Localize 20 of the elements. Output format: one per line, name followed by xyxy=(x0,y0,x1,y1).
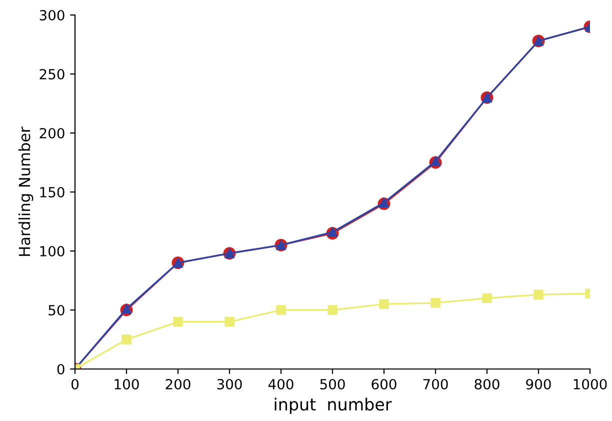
y-tick-label: 150 xyxy=(40,186,64,198)
y-tick-label: 300 xyxy=(40,10,64,20)
x-axis-title: input number xyxy=(274,398,392,414)
y-tick-label: 250 xyxy=(40,68,64,80)
x-tick-label: 900 xyxy=(526,378,551,390)
x-tick-label: 1000 xyxy=(574,378,607,390)
x-tick-label: 400 xyxy=(268,378,294,390)
x-tick-label: 200 xyxy=(166,378,190,390)
y-tick-label: 50 xyxy=(48,304,64,316)
x-tick-label: 500 xyxy=(320,378,345,390)
x-tick-label: 600 xyxy=(372,378,396,390)
x-tick-label: 0 xyxy=(71,378,78,390)
y-tick-label: 0 xyxy=(57,364,64,374)
y-tick-label: 200 xyxy=(40,128,64,138)
x-tick-label: 800 xyxy=(474,378,500,390)
x-tick-label: 300 xyxy=(217,378,242,390)
y-tick-label: 100 xyxy=(40,246,64,256)
x-tick-label: 700 xyxy=(423,378,448,390)
y-axis-title: Hardling Number xyxy=(18,126,34,256)
x-tick-label: 100 xyxy=(114,378,139,390)
